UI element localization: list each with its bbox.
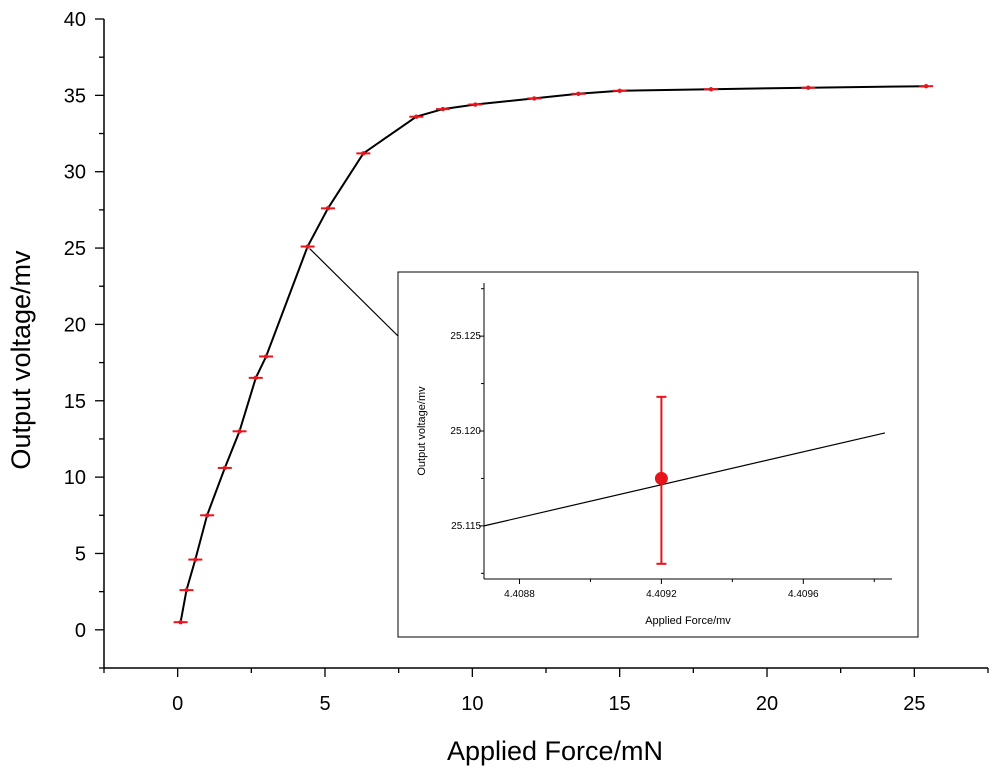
y-tick-label: 35 xyxy=(64,85,86,107)
main-axes: 0 5 10 15 20 25 30 35 40 0 5 10 15 20 25 xyxy=(64,9,989,715)
data-point xyxy=(325,206,331,211)
data-point xyxy=(305,244,310,249)
x-tick-label: 20 xyxy=(756,693,778,715)
data-point xyxy=(263,354,269,359)
callout-line xyxy=(309,248,399,337)
inset-x-tick-label: 4.4096 xyxy=(788,589,819,600)
inset-series-line xyxy=(483,432,886,527)
y-tick-label: 5 xyxy=(75,543,86,565)
data-point xyxy=(617,88,622,93)
data-point xyxy=(361,151,366,156)
y-tick-label: 15 xyxy=(64,391,86,413)
inset-frame xyxy=(397,271,919,638)
y-tick-label: 25 xyxy=(64,238,86,260)
y-axis-title: Output voltage/mv xyxy=(6,250,36,470)
inset-x-axis-title: Applied Force/mv xyxy=(645,615,731,627)
inset-x-tick-label: 4.4088 xyxy=(504,589,535,600)
x-tick-label: 15 xyxy=(609,693,631,715)
x-tick-label: 0 xyxy=(172,693,183,715)
data-point xyxy=(222,465,228,471)
inset-chart: 25.115 25.120 25.125 4.4088 4.4092 4.4096 Appl… xyxy=(397,271,919,638)
x-axis-title: Applied Force/mN xyxy=(447,736,663,766)
data-point xyxy=(178,619,183,625)
callout-connector xyxy=(309,248,399,337)
y-tick-label: 0 xyxy=(75,620,86,642)
data-point xyxy=(193,557,198,562)
y-tick-label: 40 xyxy=(64,9,86,31)
inset-data-point xyxy=(654,471,668,485)
data-point xyxy=(923,83,929,89)
inset-y-axis-title: Output voltage/mv xyxy=(416,386,428,476)
data-point xyxy=(806,85,811,90)
x-tick-label: 5 xyxy=(319,693,330,715)
data-point xyxy=(532,96,537,101)
y-tick-label: 10 xyxy=(64,467,86,489)
inset-x-tick-label: 4.4092 xyxy=(646,589,677,600)
x-tick-label: 25 xyxy=(903,693,925,715)
data-point xyxy=(440,106,446,112)
data-point xyxy=(708,87,714,92)
inset-y-tick-label: 25.125 xyxy=(450,331,481,342)
main-series xyxy=(173,83,934,625)
data-point xyxy=(253,375,258,381)
data-point xyxy=(204,513,210,518)
y-tick-label: 20 xyxy=(64,314,86,336)
x-tick-label: 10 xyxy=(461,693,483,715)
data-point xyxy=(237,429,242,434)
data-point xyxy=(414,114,419,119)
data-point xyxy=(576,91,581,97)
data-point xyxy=(184,587,189,593)
data-point xyxy=(473,102,478,107)
inset-y-tick-label: 25.115 xyxy=(451,521,481,532)
inset-y-tick-label: 25.120 xyxy=(450,426,481,437)
y-tick-label: 30 xyxy=(64,162,86,184)
